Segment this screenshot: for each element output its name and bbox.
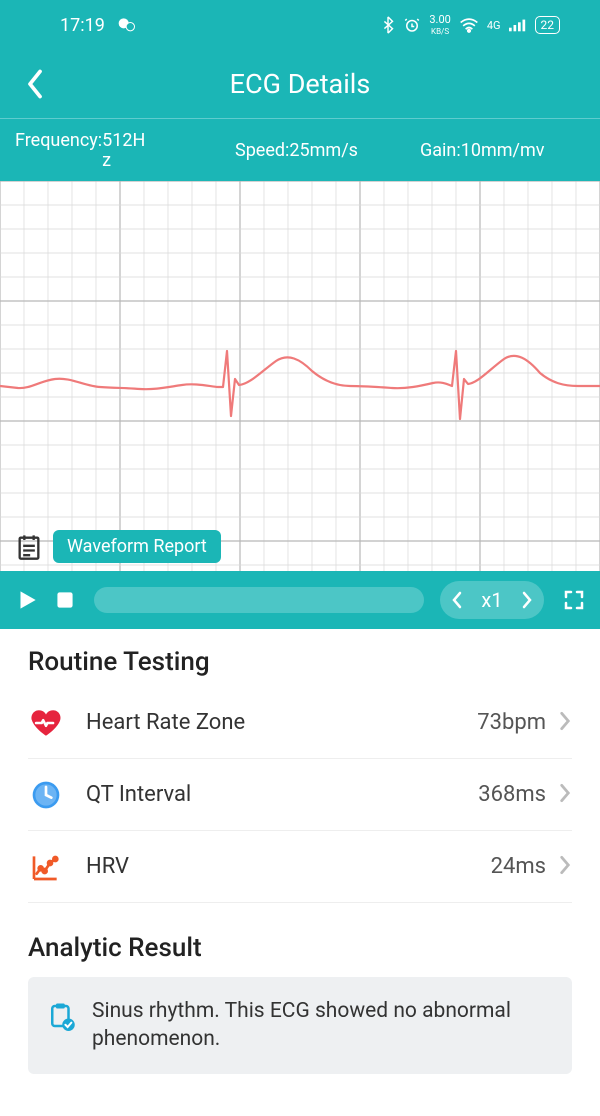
metric-row[interactable]: HRV 24ms — [28, 831, 572, 903]
metric-label: HRV — [86, 854, 491, 879]
metric-row[interactable]: QT Interval 368ms — [28, 759, 572, 831]
app-screen: 17:19 3.00 KB/S 4G 22 — [0, 0, 600, 1116]
analytic-section: Analytic Result Sinus rhythm. This ECG s… — [28, 933, 572, 1074]
ecg-waveform — [0, 181, 600, 571]
metric-value: 368ms — [478, 782, 546, 807]
metric-label: QT Interval — [86, 782, 478, 807]
metrics-list: Heart Rate Zone 73bpm QT Interval 368ms … — [28, 687, 572, 903]
signal-icon — [509, 18, 527, 32]
status-left: 17:19 — [60, 15, 137, 36]
analytic-text: Sinus rhythm. This ECG showed no abnorma… — [92, 997, 554, 1054]
playback-controls: x1 — [0, 571, 600, 629]
gain-value: 10mm/mv — [461, 140, 545, 161]
play-button[interactable] — [14, 587, 40, 613]
progress-slider[interactable] — [94, 587, 424, 613]
gain-label: Gain: — [420, 140, 461, 161]
back-button[interactable] — [20, 69, 50, 99]
speed-value: 25mm/s — [289, 140, 358, 161]
analytic-title: Analytic Result — [28, 933, 572, 963]
speed-control: x1 — [440, 581, 544, 619]
metric-value: 24ms — [491, 854, 546, 879]
battery-level: 22 — [541, 18, 555, 32]
status-right: 3.00 KB/S 4G 22 — [381, 14, 560, 36]
clipboard-check-icon — [46, 1001, 76, 1031]
metric-value: 73bpm — [477, 710, 546, 735]
waveform-report-button[interactable]: Waveform Report — [53, 530, 221, 563]
speed-increase-button[interactable] — [520, 590, 534, 610]
network-speed: 3.00 KB/S — [429, 14, 450, 36]
network-speed-unit: KB/S — [431, 27, 449, 36]
wifi-icon — [459, 17, 479, 33]
params-bar: Frequency: 512Hz Speed:25mm/s Gain:10mm/… — [0, 119, 600, 181]
speed-multiplier: x1 — [472, 588, 512, 612]
param-speed: Speed:25mm/s — [210, 140, 420, 161]
frequency-label: Frequency: — [15, 130, 102, 151]
wechat-icon — [117, 15, 137, 35]
chevron-right-icon — [558, 782, 572, 808]
fullscreen-button[interactable] — [562, 588, 586, 612]
status-bar: 17:19 3.00 KB/S 4G 22 — [0, 0, 600, 50]
status-time: 17:19 — [60, 15, 105, 36]
routine-testing-title: Routine Testing — [28, 647, 572, 677]
network-speed-value: 3.00 — [429, 13, 450, 26]
signal-label: 4G — [487, 19, 501, 32]
content: Routine Testing Heart Rate Zone 73bpm QT… — [0, 629, 600, 1074]
bluetooth-icon — [381, 16, 395, 34]
speed-decrease-button[interactable] — [450, 590, 464, 610]
param-gain: Gain:10mm/mv — [420, 140, 590, 161]
metric-row[interactable]: Heart Rate Zone 73bpm — [28, 687, 572, 759]
alarm-icon — [403, 16, 421, 34]
metric-label: Heart Rate Zone — [86, 710, 477, 735]
clock-icon — [28, 777, 64, 813]
report-icon — [15, 533, 43, 561]
chevron-right-icon — [558, 854, 572, 880]
page-title: ECG Details — [230, 68, 371, 100]
waveform-report-row: Waveform Report — [15, 530, 221, 563]
ecg-chart[interactable]: Waveform Report — [0, 181, 600, 571]
chevron-right-icon — [558, 710, 572, 736]
heart-icon — [28, 705, 64, 741]
stop-button[interactable] — [52, 587, 78, 613]
header: ECG Details — [0, 50, 600, 118]
speed-label: Speed: — [235, 140, 289, 161]
battery-icon: 22 — [535, 16, 561, 34]
param-frequency: Frequency: 512Hz — [10, 130, 210, 171]
analytic-card: Sinus rhythm. This ECG showed no abnorma… — [28, 977, 572, 1074]
frequency-value: 512Hz — [102, 131, 152, 171]
hrv-icon — [28, 849, 64, 885]
